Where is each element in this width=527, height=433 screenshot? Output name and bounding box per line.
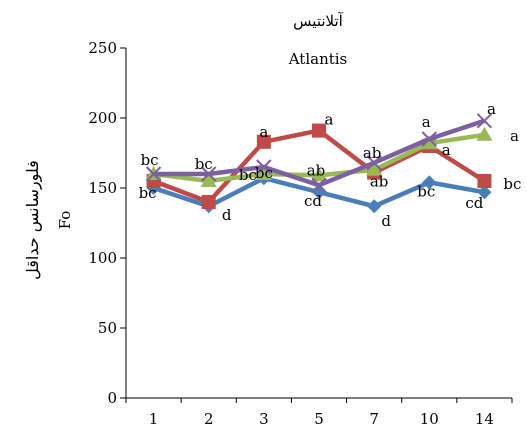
data-point bbox=[476, 113, 493, 129]
data-point bbox=[366, 161, 383, 176]
series-4 bbox=[145, 113, 493, 193]
data-point bbox=[256, 134, 271, 149]
x-tick-label: 14 bbox=[475, 410, 494, 428]
y-tick-label: 50 bbox=[98, 319, 117, 337]
data-point bbox=[145, 166, 162, 182]
data-label: bc bbox=[139, 184, 157, 202]
data-label: ab bbox=[307, 161, 326, 179]
data-label: ab bbox=[363, 144, 382, 162]
x-tick-label: 3 bbox=[259, 410, 269, 428]
data-point bbox=[366, 155, 382, 171]
x-tick-label: 5 bbox=[314, 410, 324, 428]
y-axis-label-en: Fo bbox=[56, 211, 74, 230]
x-tick-label: 7 bbox=[369, 410, 379, 428]
data-label: bc bbox=[503, 175, 521, 193]
data-label: bc bbox=[255, 164, 273, 182]
data-point bbox=[367, 199, 382, 214]
data-point bbox=[477, 185, 492, 200]
data-label: d bbox=[222, 206, 232, 224]
data-point bbox=[201, 166, 217, 182]
data-point bbox=[256, 159, 272, 175]
data-label: a bbox=[510, 127, 519, 145]
data-label: d bbox=[381, 212, 391, 230]
data-point bbox=[421, 131, 437, 147]
data-label: a bbox=[325, 111, 334, 129]
y-tick-label: 200 bbox=[88, 109, 117, 127]
data-point bbox=[422, 175, 437, 190]
data-point bbox=[201, 195, 216, 209]
x-tick-label: 1 bbox=[149, 410, 159, 428]
chart-title: آتلانتیس bbox=[293, 12, 343, 30]
data-label: bc bbox=[239, 166, 257, 184]
data-point bbox=[476, 126, 493, 141]
data-label: ab bbox=[370, 173, 389, 191]
data-label: bc bbox=[195, 155, 213, 173]
data-point bbox=[421, 135, 438, 150]
data-label: a bbox=[487, 100, 496, 118]
y-tick-label: 0 bbox=[107, 389, 117, 407]
data-point bbox=[311, 177, 327, 193]
series-layer bbox=[145, 113, 493, 214]
series-3 bbox=[145, 126, 493, 187]
data-point bbox=[200, 173, 217, 187]
data-point bbox=[311, 167, 327, 182]
data-label: bc bbox=[417, 182, 435, 200]
y-tick-label: 250 bbox=[88, 39, 117, 57]
y-axis-label-fa: فلورسانس حداقل bbox=[23, 160, 42, 280]
y-tick-label: 100 bbox=[88, 249, 117, 267]
data-point bbox=[477, 174, 492, 188]
data-label: a bbox=[259, 123, 268, 141]
data-label: cd bbox=[304, 192, 322, 210]
axes: 0 50 100 150 200 250 1 2 3 5 7 10 14 bbox=[88, 39, 513, 428]
chart-subtitle: Atlantis bbox=[288, 50, 348, 68]
x-tick-label: 2 bbox=[204, 410, 214, 428]
y-tick-label: 150 bbox=[88, 179, 117, 197]
data-point bbox=[255, 166, 272, 180]
data-label: a bbox=[422, 113, 431, 131]
data-label: bc bbox=[141, 151, 159, 169]
data-label: a bbox=[442, 141, 451, 159]
data-point bbox=[312, 123, 326, 138]
x-tick-label: 10 bbox=[420, 410, 439, 428]
data-label: cd bbox=[465, 194, 483, 212]
